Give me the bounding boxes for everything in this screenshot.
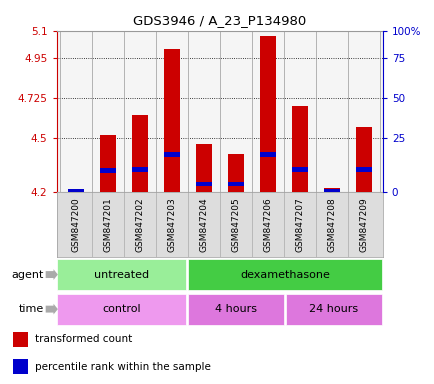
Bar	[13, 359, 28, 374]
Bar	[355, 167, 371, 172]
Text: GSM847200: GSM847200	[71, 197, 80, 252]
FancyBboxPatch shape	[187, 293, 284, 325]
Text: GSM847203: GSM847203	[167, 197, 176, 252]
Bar	[323, 189, 339, 194]
Bar	[13, 332, 28, 346]
Bar	[132, 115, 148, 192]
Bar	[195, 182, 211, 186]
Text: GSM847207: GSM847207	[294, 197, 303, 252]
Text: transformed count: transformed count	[35, 334, 132, 344]
Text: GSM847202: GSM847202	[135, 197, 144, 252]
Bar	[132, 167, 148, 172]
Text: percentile rank within the sample: percentile rank within the sample	[35, 362, 210, 372]
Text: control: control	[102, 304, 141, 314]
FancyBboxPatch shape	[285, 293, 381, 325]
Bar	[68, 189, 83, 194]
Bar	[355, 127, 371, 192]
Bar	[163, 49, 179, 192]
Title: GDS3946 / A_23_P134980: GDS3946 / A_23_P134980	[133, 14, 306, 27]
Text: GSM847201: GSM847201	[103, 197, 112, 252]
Text: dexamethasone: dexamethasone	[240, 270, 329, 280]
Text: GSM847204: GSM847204	[199, 197, 208, 252]
Bar	[163, 152, 179, 157]
Text: agent: agent	[11, 270, 43, 280]
Bar	[99, 168, 115, 173]
Text: GSM847206: GSM847206	[263, 197, 272, 252]
Bar	[259, 152, 275, 157]
FancyBboxPatch shape	[187, 259, 381, 290]
Bar	[99, 135, 115, 192]
Bar	[227, 182, 243, 186]
Bar	[291, 167, 307, 172]
Bar	[195, 144, 211, 192]
Text: GSM847208: GSM847208	[326, 197, 335, 252]
Bar	[323, 189, 339, 192]
FancyBboxPatch shape	[57, 293, 186, 325]
Text: untreated: untreated	[94, 270, 149, 280]
Bar	[259, 36, 275, 192]
Bar	[291, 106, 307, 192]
Text: GSM847205: GSM847205	[230, 197, 240, 252]
Text: time: time	[18, 304, 43, 314]
Text: GSM847209: GSM847209	[358, 197, 367, 252]
Text: 24 hours: 24 hours	[309, 304, 358, 314]
Bar	[227, 154, 243, 192]
Text: 4 hours: 4 hours	[214, 304, 256, 314]
FancyBboxPatch shape	[57, 259, 186, 290]
